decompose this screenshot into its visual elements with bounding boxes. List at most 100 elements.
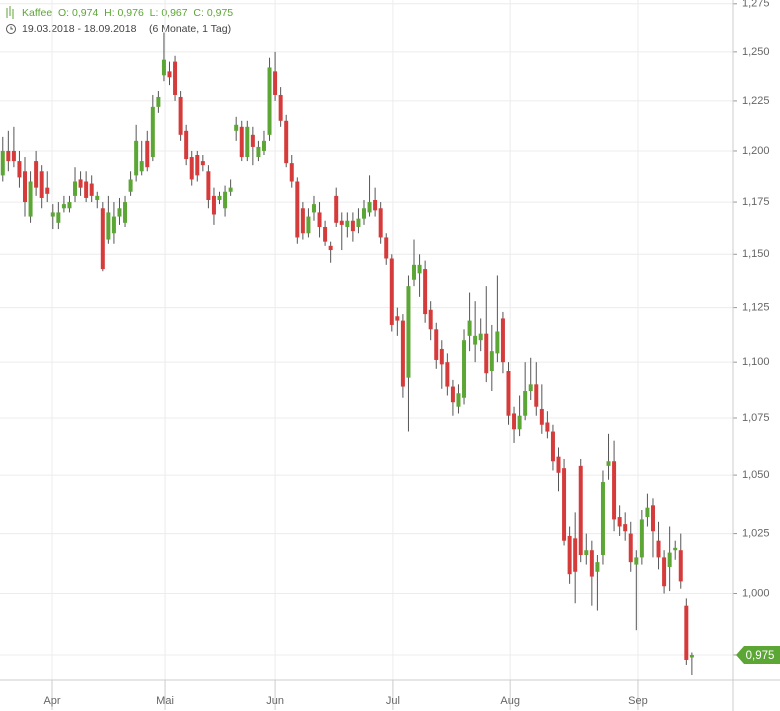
candle-body <box>189 157 194 180</box>
candle-body <box>195 155 200 176</box>
header: Kaffee O: 0,974 H: 0,976 L: 0,967 C: 0,9… <box>6 6 233 35</box>
candle-body <box>111 216 116 234</box>
candle-body <box>445 362 450 387</box>
candle-body <box>245 126 250 158</box>
candle-body <box>534 384 539 407</box>
candle-body <box>634 557 639 565</box>
candle-body <box>200 161 205 166</box>
candle-body <box>556 456 561 473</box>
candle-body <box>161 59 166 76</box>
candle-body <box>328 245 333 251</box>
candle-body <box>23 171 28 203</box>
candle-body <box>439 348 444 365</box>
candle-body <box>78 179 83 188</box>
candle-body <box>639 519 644 558</box>
candle-body <box>17 161 22 178</box>
candle-body <box>589 550 594 577</box>
candle-body <box>467 320 472 336</box>
candle-body <box>100 208 105 270</box>
candle-body <box>617 517 622 527</box>
candle-body <box>456 393 461 407</box>
last-value-label: 0,975 <box>746 650 775 662</box>
candle-body <box>73 181 78 196</box>
candle-body <box>50 212 55 217</box>
last-value-badge: 0,975 <box>736 645 780 664</box>
y-tick-label: 1,200 <box>742 145 770 157</box>
x-tick-label: Jun <box>266 695 284 707</box>
candle-body <box>228 187 233 192</box>
candle-body <box>539 408 544 425</box>
candle-body <box>423 269 428 315</box>
y-tick-label: 1,125 <box>742 302 770 314</box>
candle-body <box>289 163 294 182</box>
candle-body <box>117 208 122 217</box>
candle-body <box>578 465 583 555</box>
candle-body <box>395 316 400 321</box>
candle-body <box>667 552 672 567</box>
candle-body <box>623 524 628 532</box>
y-tick-label: 1,225 <box>742 95 770 107</box>
candle-body <box>356 218 361 227</box>
candle-body <box>334 195 339 223</box>
candle-body <box>150 106 155 158</box>
candle-body <box>489 351 494 372</box>
candle-body <box>573 538 578 572</box>
candle-body <box>406 286 411 378</box>
candle-body <box>89 183 94 196</box>
candle-body <box>367 202 372 213</box>
clock-icon <box>6 24 16 34</box>
candle-body <box>684 605 689 660</box>
candle-body <box>600 482 605 555</box>
candle-body <box>284 120 289 164</box>
candle-body <box>106 212 111 240</box>
candle-body <box>317 212 322 227</box>
candle-body <box>339 220 344 225</box>
y-tick-label: 1,175 <box>742 196 770 208</box>
candle-body <box>206 171 211 201</box>
candle-body <box>689 654 694 658</box>
x-tick-label: Mai <box>156 695 174 707</box>
candle-body <box>250 134 255 147</box>
candle-body <box>61 204 66 209</box>
candle-body <box>478 333 483 341</box>
last-value-marker <box>736 645 780 664</box>
y-tick-label: 1,050 <box>742 469 770 481</box>
y-tick-label: 1,075 <box>742 412 770 424</box>
y-tick-label: 1,100 <box>742 356 770 368</box>
candle-body <box>495 331 500 354</box>
candle-body <box>506 371 511 416</box>
candle-body <box>267 67 272 135</box>
candle-body <box>562 468 567 541</box>
candle-body <box>545 422 550 432</box>
candle-body <box>184 130 189 160</box>
period: (6 Monate, 1 Tag) <box>149 23 231 35</box>
y-tick-label: 1,025 <box>742 527 770 539</box>
y-tick-label: 1,250 <box>742 46 770 58</box>
candle-body <box>373 200 378 211</box>
x-tick-label: Sep <box>628 695 648 707</box>
candle-body <box>584 550 589 555</box>
candle-body <box>645 507 650 518</box>
candle-body <box>428 309 433 330</box>
candle-body <box>45 187 50 194</box>
candle-body <box>434 329 439 360</box>
clock-hands <box>10 26 13 30</box>
x-tick-label: Aug <box>500 695 520 707</box>
y-tick-label: 1,275 <box>742 0 770 10</box>
candle-body <box>11 150 16 162</box>
candle-body <box>528 384 533 392</box>
candle-body <box>223 191 228 209</box>
candle-body <box>234 124 239 131</box>
candle-body <box>134 140 139 176</box>
candle-body <box>606 461 611 466</box>
candle-body <box>650 505 655 532</box>
candle-body <box>673 547 678 551</box>
candle-body <box>628 533 633 563</box>
candle-body <box>34 161 39 188</box>
candle-body <box>139 161 144 172</box>
candle-body <box>239 126 244 158</box>
candle-body <box>28 181 33 217</box>
candle-body <box>211 195 216 215</box>
